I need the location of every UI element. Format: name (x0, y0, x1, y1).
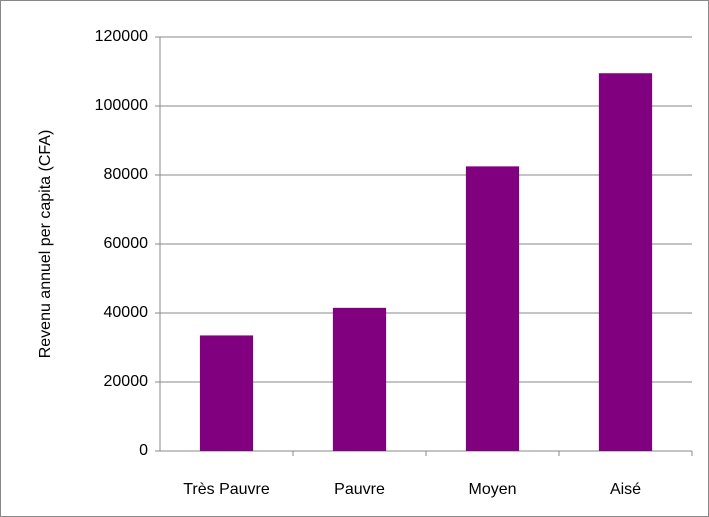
y-tick-label: 40000 (104, 304, 149, 321)
y-axis-label: Revenu annuel per capita (CFA) (37, 130, 54, 359)
y-tick-label: 120000 (95, 28, 148, 45)
y-tick-label: 20000 (104, 373, 149, 390)
y-tick-label: 0 (139, 442, 148, 459)
bar (465, 166, 520, 451)
y-tick-label: 60000 (104, 235, 149, 252)
x-tick-label: Pauvre (334, 481, 385, 498)
x-tick-label: Moyen (468, 481, 516, 498)
bar (199, 335, 254, 451)
x-tick-label: Aisé (610, 481, 641, 498)
y-tick-label: 100000 (95, 97, 148, 114)
bar (332, 307, 387, 451)
x-tick-label: Très Pauvre (183, 481, 270, 498)
y-tick-label: 80000 (104, 166, 149, 183)
bar (598, 73, 653, 451)
